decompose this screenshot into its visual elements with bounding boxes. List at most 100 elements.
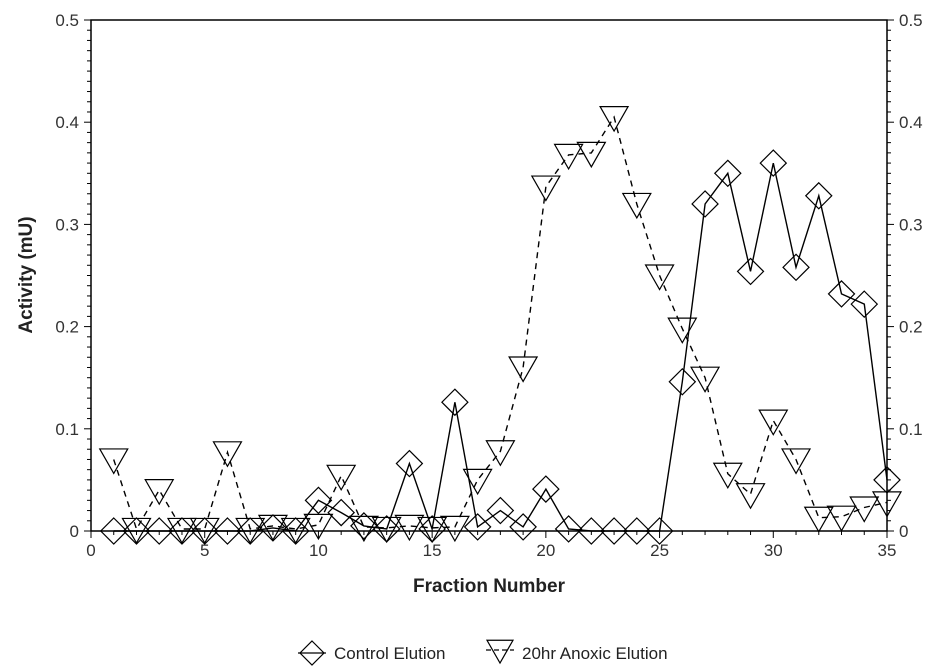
data-point	[417, 516, 448, 544]
y-right-tick-label: 0.4	[899, 113, 923, 132]
data-point	[873, 466, 901, 494]
data-point	[621, 192, 652, 220]
data-point	[463, 513, 492, 541]
data-point	[441, 388, 469, 417]
data-point	[439, 515, 470, 543]
data-point	[213, 517, 242, 545]
data-point	[485, 440, 516, 467]
data-point	[371, 516, 402, 544]
data-point	[304, 486, 333, 515]
legend: Control Elution 20hr Anoxic Elution	[298, 639, 668, 666]
y-right-tick-label: 0	[899, 522, 908, 541]
data-point	[348, 515, 379, 543]
legend-item-control-elution: Control Elution	[298, 640, 446, 666]
data-point	[554, 515, 583, 543]
series-control-elution	[99, 149, 901, 545]
data-point	[782, 253, 810, 282]
data-point	[668, 367, 697, 396]
y-right-tick-label: 0.3	[899, 215, 923, 234]
data-point	[871, 491, 903, 518]
x-axis-title: Fraction Number	[413, 576, 566, 597]
data-point	[803, 506, 834, 533]
x-tick-label: 10	[309, 541, 328, 560]
data-point	[98, 448, 129, 475]
data-point	[327, 498, 356, 527]
data-point	[600, 517, 628, 545]
data-point	[394, 514, 425, 542]
legend-label-anoxic-elution: 20hr Anoxic Elution	[522, 644, 668, 663]
x-tick-label: 20	[536, 541, 555, 560]
data-point	[166, 517, 198, 545]
data-point	[736, 257, 765, 286]
y-left-tick-label: 0.2	[55, 318, 79, 337]
axis-ticks: 0 5 10 15 20 25 30 3500.10.20.30.40.500.10.20.3…	[55, 11, 922, 560]
x-tick-label: 30	[764, 541, 783, 560]
y-left-tick-label: 0.5	[55, 11, 79, 30]
data-point	[758, 409, 789, 436]
y-left-tick-label: 0.4	[55, 113, 79, 132]
data-point	[235, 517, 266, 545]
data-point	[827, 280, 856, 308]
data-point	[645, 517, 674, 545]
series-layer	[98, 105, 903, 545]
y-left-tick-label: 0.1	[55, 420, 79, 439]
data-point	[350, 512, 378, 540]
data-point	[144, 479, 175, 506]
x-tick-label: 15	[423, 541, 442, 560]
data-point	[462, 468, 493, 496]
data-point	[644, 264, 675, 291]
y-right-tick-label: 0.1	[899, 420, 923, 439]
x-tick-label: 25	[650, 541, 669, 560]
data-point	[735, 483, 766, 510]
data-point	[849, 496, 880, 523]
data-point	[667, 317, 698, 344]
legend-marker-triangle-icon	[485, 639, 515, 665]
data-point	[532, 475, 560, 503]
data-point	[577, 517, 606, 545]
legend-label-control-elution: Control Elution	[334, 644, 446, 663]
data-point	[509, 513, 537, 541]
legend-marker-diamond-icon	[298, 640, 326, 666]
data-point	[326, 464, 357, 492]
data-point	[121, 517, 152, 545]
data-point	[576, 141, 607, 169]
y-axis-title: Activity (mU)	[16, 216, 37, 333]
data-point	[212, 441, 243, 468]
y-right-tick-label: 0.5	[899, 11, 923, 30]
y-left-tick-label: 0	[70, 522, 79, 541]
x-tick-label: 35	[878, 541, 897, 560]
series-line	[113, 162, 888, 532]
data-point	[712, 462, 743, 489]
data-point	[804, 181, 833, 210]
data-point	[280, 517, 311, 545]
x-tick-label: 5	[200, 541, 209, 560]
data-point	[759, 149, 788, 177]
legend-diamond-shape	[299, 640, 325, 666]
legend-triangle-shape	[485, 639, 515, 665]
legend-item-anoxic-elution: 20hr Anoxic Elution	[485, 639, 668, 665]
data-point	[826, 505, 857, 532]
plot-frame	[90, 19, 888, 532]
y-right-tick-label: 0.2	[899, 318, 923, 337]
data-point	[395, 449, 424, 478]
data-point	[713, 159, 742, 188]
data-point	[303, 513, 334, 541]
data-point	[780, 448, 812, 475]
data-point	[145, 517, 174, 545]
series-line	[113, 115, 888, 531]
y-left-tick-label: 0.3	[55, 215, 79, 234]
data-point	[508, 356, 539, 383]
data-point	[690, 366, 721, 393]
data-point	[530, 175, 561, 202]
data-point	[189, 517, 220, 545]
data-point	[553, 143, 584, 171]
series-anoxic-elution	[98, 105, 903, 545]
data-point	[850, 290, 879, 318]
data-point	[691, 190, 719, 218]
data-point	[599, 105, 630, 133]
x-tick-label: 0	[86, 541, 95, 560]
data-point	[622, 517, 651, 545]
data-point	[257, 514, 288, 542]
data-point	[99, 517, 128, 545]
